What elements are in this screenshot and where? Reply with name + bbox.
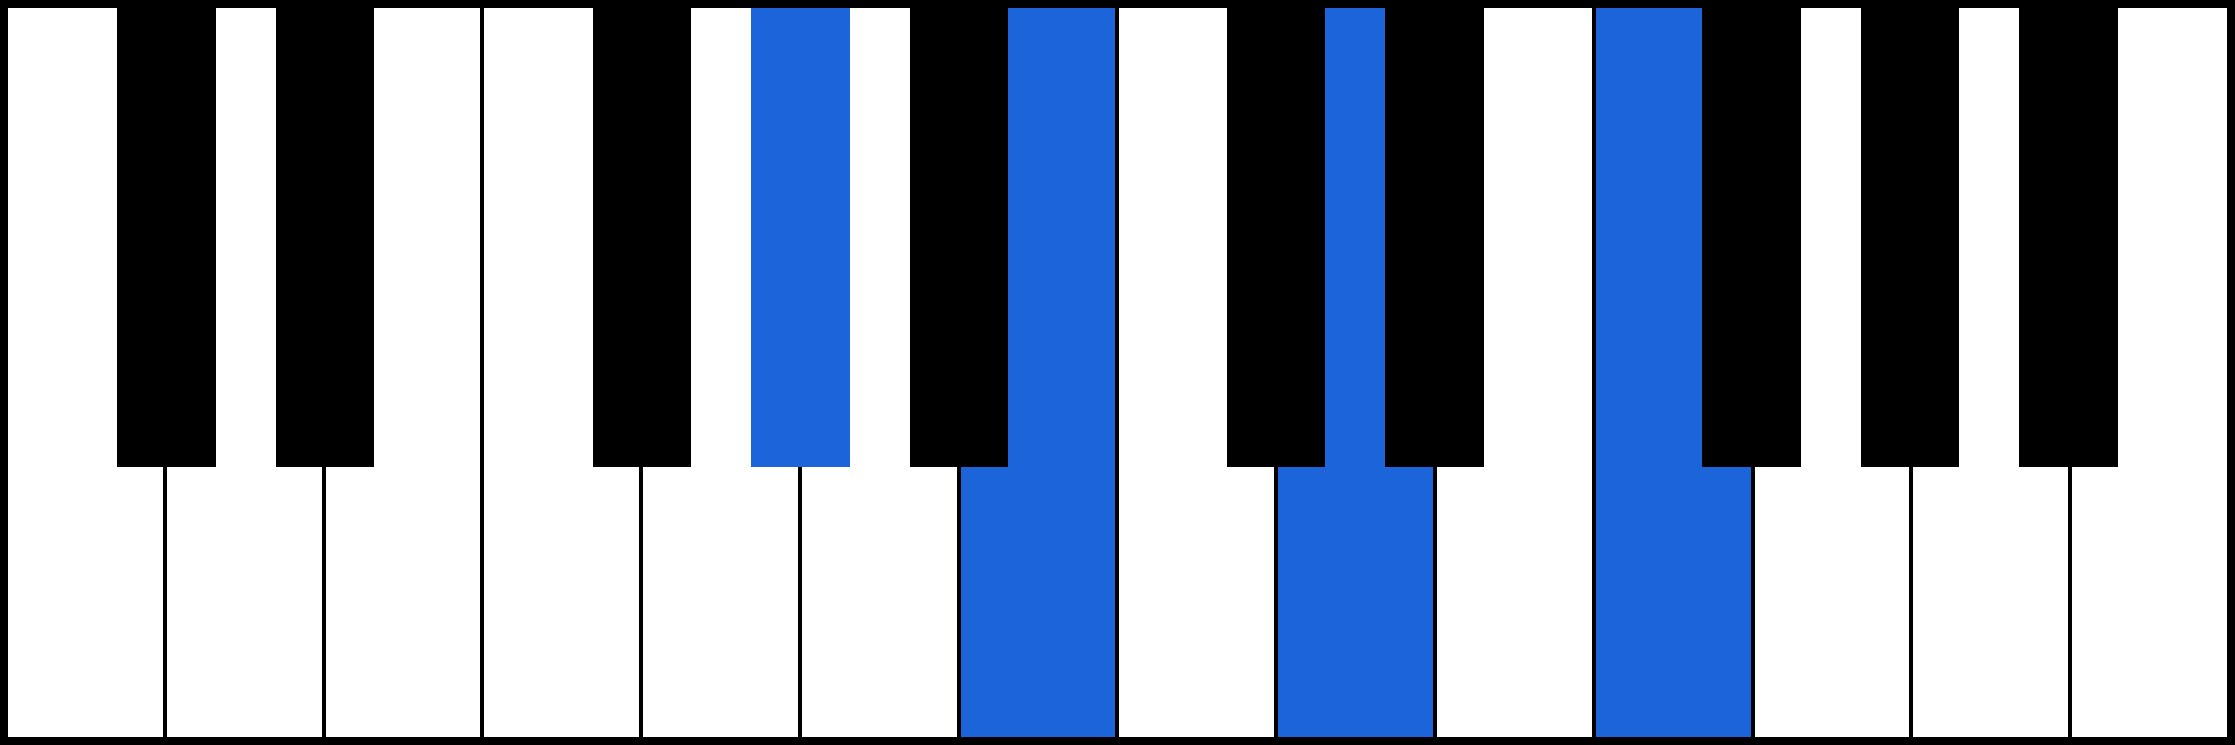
black-key-5[interactable] — [1227, 8, 1325, 467]
black-key-3[interactable] — [751, 8, 849, 467]
black-key-9[interactable] — [2019, 8, 2117, 467]
black-key-6[interactable] — [1385, 8, 1483, 467]
black-key-8[interactable] — [1861, 8, 1959, 467]
black-key-1[interactable] — [276, 8, 374, 467]
black-key-2[interactable] — [593, 8, 691, 467]
black-key-4[interactable] — [910, 8, 1008, 467]
black-key-7[interactable] — [1702, 8, 1800, 467]
piano-keyboard — [0, 0, 2235, 745]
black-key-0[interactable] — [117, 8, 215, 467]
